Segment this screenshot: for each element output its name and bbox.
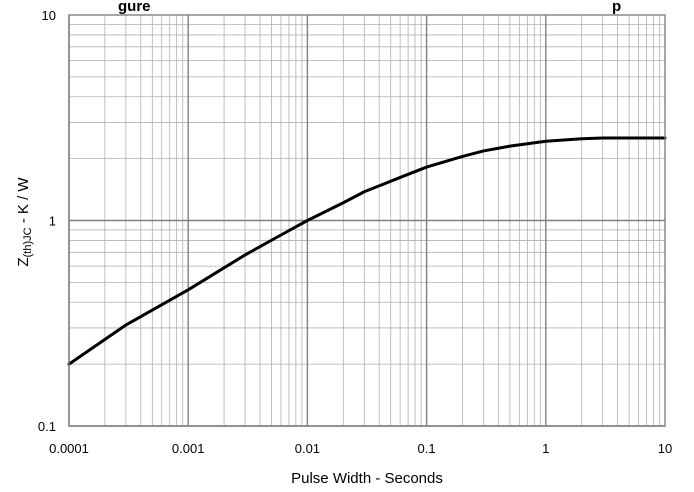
x-axis-title: Pulse Width - Seconds [291, 470, 443, 487]
x-tick-label: 0.01 [295, 441, 320, 456]
y-tick-label: 0.1 [38, 419, 56, 434]
x-tick-label: 10 [658, 441, 672, 456]
x-tick-label: 1 [542, 441, 549, 456]
chart-title-fragment: gure p [118, 0, 621, 15]
x-tick-labels: 0.0001 0.001 0.01 0.1 1 10 [49, 441, 672, 456]
y-axis-title: Z(th)JC - K / W [15, 177, 34, 267]
chart-title-left: gure [118, 0, 151, 15]
x-tick-label: 0.001 [172, 441, 205, 456]
y-tick-labels: 0.1 1 10 [38, 8, 56, 434]
x-tick-label: 0.1 [418, 441, 436, 456]
series-layer [67, 136, 667, 366]
y-axis-title-rest: - K / W [15, 177, 32, 228]
plot-frame [68, 14, 666, 427]
y-axis-title-sub: (th)JC [22, 227, 34, 257]
y-axis-title-main: Z [15, 257, 32, 266]
chart-title-right: p [612, 0, 621, 15]
plot-border [68, 14, 666, 427]
y-tick-label: 10 [42, 8, 56, 23]
x-tick-label: 0.0001 [49, 441, 89, 456]
series-line-0 [67, 136, 667, 366]
y-tick-label: 1 [49, 214, 56, 229]
